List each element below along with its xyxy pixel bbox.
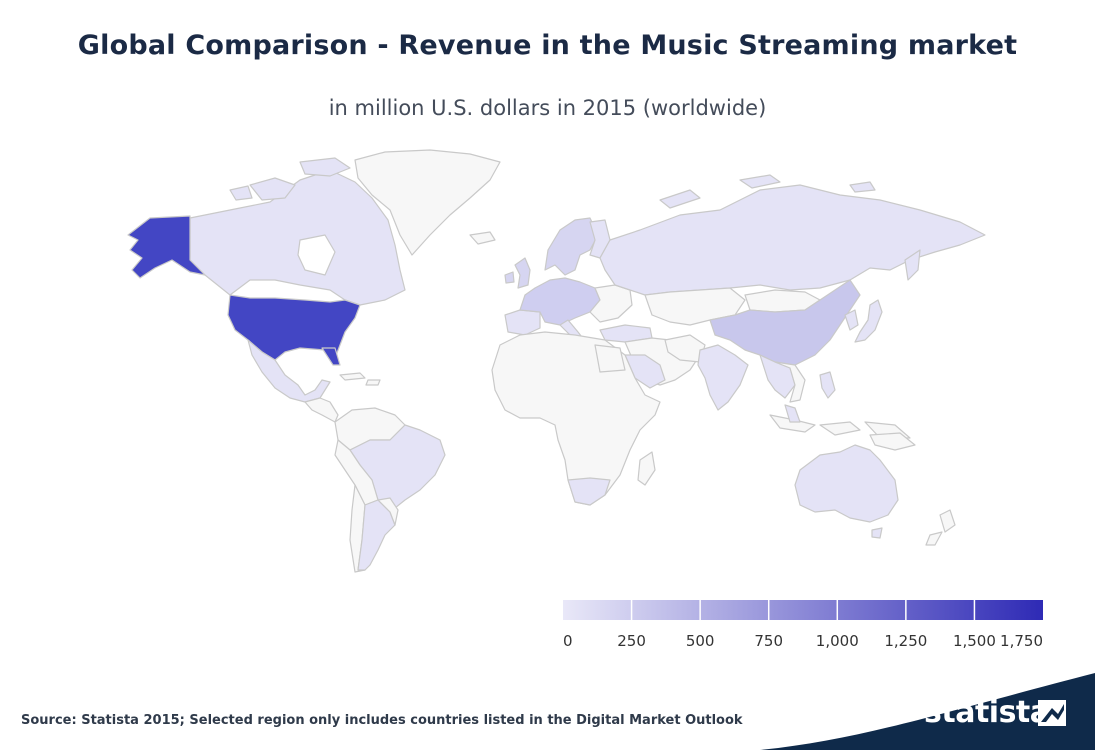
legend-tick-label: 1,750 [1000,632,1043,650]
world-map [127,149,986,573]
region-greenland[interactable] [354,149,501,256]
legend-tick-label: 1,500 [953,632,996,650]
legend-gradient-bar [563,600,1043,620]
region-canada-islands[interactable] [229,157,351,201]
region-caribbean[interactable] [339,372,381,386]
region-russia-islands[interactable] [659,174,876,209]
legend-tick-label: 750 [754,632,783,650]
region-hudson-bay [297,234,336,276]
legend-tick-label: 0 [563,632,573,650]
region-australia[interactable] [794,444,899,523]
region-africa[interactable] [491,331,661,506]
color-legend: 0 250 500 750 1,000 1,250 1,500 1,750 [563,600,1043,650]
region-egypt[interactable] [594,344,626,373]
region-india[interactable] [697,344,749,411]
statista-logo[interactable]: statista [924,695,1050,730]
statista-logo-icon [1038,700,1066,726]
region-ireland[interactable] [504,271,515,284]
footer-wave [760,673,1095,750]
region-south-africa[interactable] [567,477,611,506]
region-philippines[interactable] [819,371,836,399]
region-central-america[interactable] [304,397,339,423]
region-japan[interactable] [854,299,883,343]
chart-subtitle: in million U.S. dollars in 2015 (worldwi… [328,96,767,120]
region-tasmania[interactable] [871,527,883,539]
legend-tick-label: 1,250 [884,632,927,650]
region-papua[interactable] [869,432,916,451]
legend-tick-label: 250 [617,632,646,650]
source-note: Source: Statista 2015; Selected region o… [21,713,743,728]
region-usa[interactable] [227,294,361,361]
region-malaysia[interactable] [784,404,801,423]
region-russia[interactable] [599,184,986,296]
legend-tick-label: 500 [686,632,715,650]
region-china[interactable] [709,279,861,366]
region-kamchatka[interactable] [904,249,921,281]
region-madagascar[interactable] [637,451,656,486]
region-florida[interactable] [321,347,341,366]
region-iberia[interactable] [504,309,541,336]
region-alaska[interactable] [127,215,206,279]
chart-title: Global Comparison - Revenue in the Music… [77,30,1018,61]
region-uk[interactable] [514,257,531,289]
region-mexico[interactable] [247,339,331,403]
region-indochina[interactable] [774,361,806,403]
region-iceland[interactable] [469,231,496,245]
region-new-zealand[interactable] [925,509,956,546]
region-korea[interactable] [844,309,859,331]
region-scandinavia[interactable] [544,217,599,276]
legend-tick-label: 1,000 [816,632,859,650]
region-indonesia[interactable] [769,414,911,439]
region-paraguay-uruguay[interactable] [377,497,399,526]
